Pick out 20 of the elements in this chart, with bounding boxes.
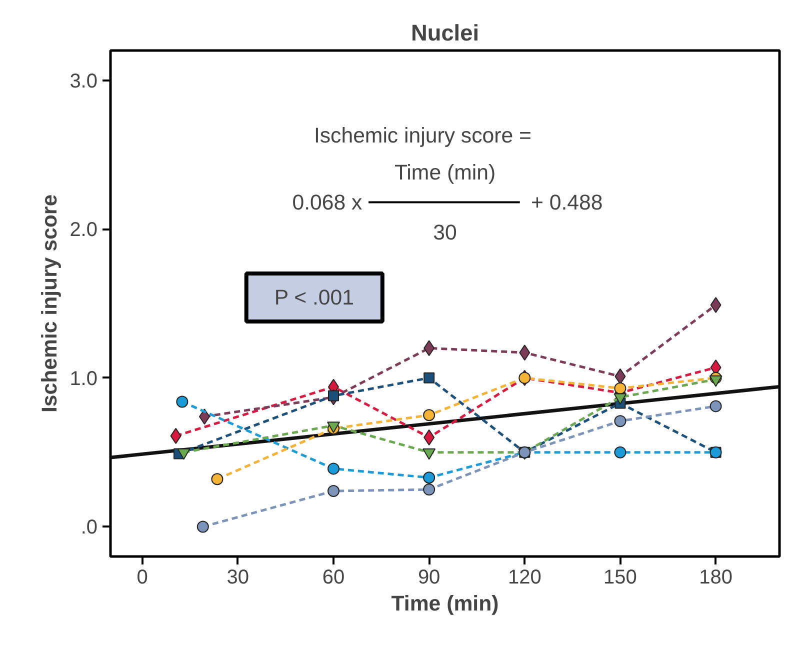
x-axis-title: Time (min) [391, 592, 499, 616]
chart-title: Nuclei [411, 20, 480, 46]
x-tick-label: 120 [508, 566, 542, 588]
annotation: 30 [433, 220, 457, 245]
annotation: Ischemic injury score = [314, 123, 532, 148]
y-tick-label: 1.0 [70, 368, 98, 390]
x-tick-label: 30 [226, 566, 250, 588]
x-tick-label: 60 [322, 566, 345, 588]
annotation: P < .001 [274, 286, 354, 310]
x-tick-label: 0 [136, 566, 148, 588]
annotation: + 0.488 [531, 190, 603, 214]
annotation: 0.068 x [292, 190, 363, 214]
x-tick-label: 150 [604, 566, 637, 588]
y-tick-label: 2.0 [70, 219, 98, 242]
y-tick-label: .0 [80, 516, 98, 539]
x-tick-label: 180 [699, 566, 732, 588]
annotation: Time (min) [394, 160, 496, 185]
y-tick-label: 3.0 [70, 70, 98, 92]
x-tick-label: 90 [418, 566, 440, 588]
y-axis-title: Ischemic injury score [38, 194, 62, 413]
